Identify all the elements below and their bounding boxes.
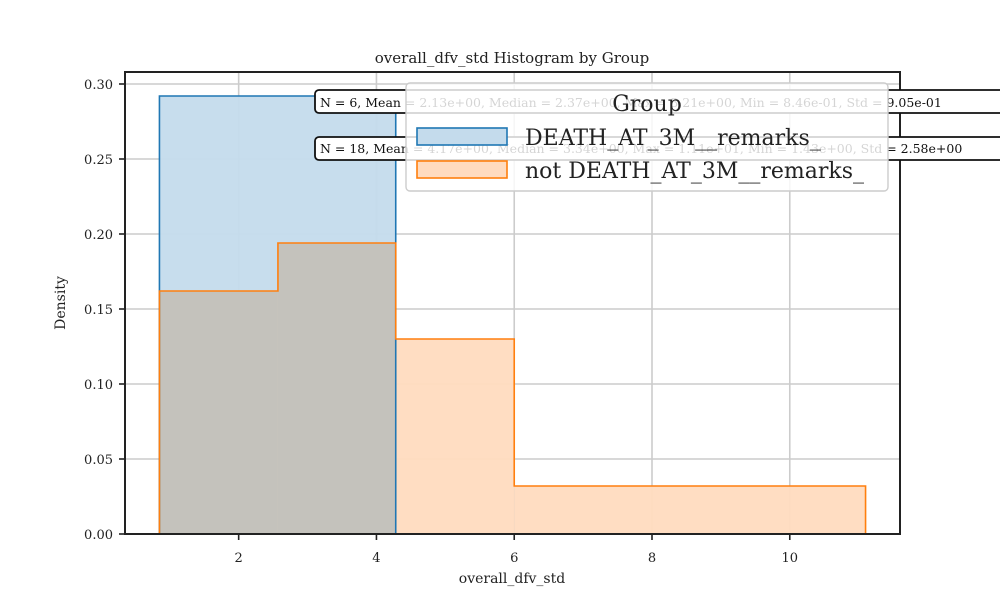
axes — [124, 71, 901, 535]
histogram-bars — [158, 95, 867, 534]
x-ticks: 2 4 6 8 10 — [235, 534, 799, 566]
outline-not-death-group — [158, 242, 867, 534]
x-tick-label: 10 — [782, 551, 799, 566]
y-axis-label: Density — [53, 276, 69, 330]
y-tick-label: 0.05 — [84, 453, 113, 468]
x-tick-label: 8 — [648, 551, 656, 566]
legend-box — [405, 82, 889, 192]
bar-overlap — [277, 243, 396, 534]
legend-entry: DEATH_AT_3M__remarks_ — [525, 126, 821, 151]
y-tick-label: 0.15 — [84, 303, 113, 318]
legend: Group DEATH_AT_3M__remarks_not DEATH_AT_3… — [405, 82, 889, 192]
legend-swatch — [416, 160, 508, 179]
legend-swatch — [416, 127, 508, 146]
plot-frame — [124, 71, 901, 535]
y-tick-label: 0.25 — [84, 153, 113, 168]
legend-title: Group — [612, 92, 682, 117]
x-tick-label: 6 — [510, 551, 518, 566]
chart-title: overall_dfv_std Histogram by Group — [375, 49, 649, 67]
bar-not-death-group — [514, 486, 866, 534]
y-tick-label: 0.00 — [84, 528, 113, 543]
bar-overlap — [159, 291, 278, 534]
x-tick-label: 2 — [235, 551, 243, 566]
legend-entry: not DEATH_AT_3M__remarks_ — [525, 159, 864, 184]
y-ticks: 0.00 0.05 0.10 0.15 0.20 0.25 0.30 — [84, 78, 125, 543]
x-tick-label: 4 — [372, 551, 380, 566]
x-axis-label: overall_dfv_std — [459, 571, 565, 587]
y-tick-label: 0.20 — [84, 228, 113, 243]
y-tick-label: 0.30 — [84, 78, 113, 93]
y-tick-label: 0.10 — [84, 378, 113, 393]
bar-not-death-group — [395, 339, 515, 534]
